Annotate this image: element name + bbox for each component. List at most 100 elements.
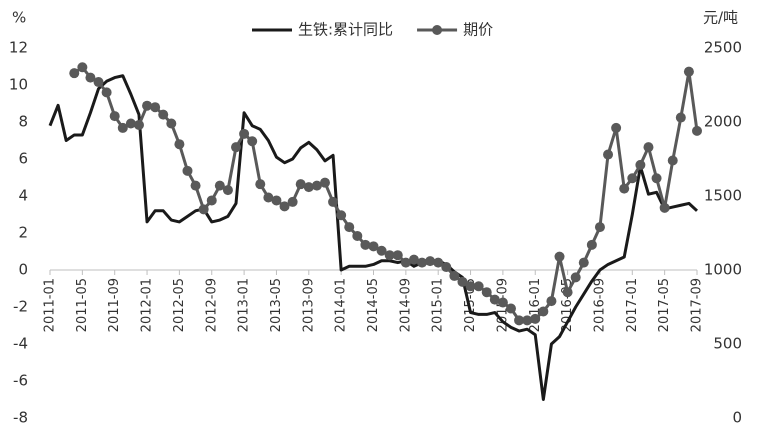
x-tick-label: 2014-05 [366,278,381,332]
x-tick-label: 2011-09 [107,278,122,332]
point [473,281,484,292]
y2-tick-label: 500 [713,335,742,353]
point [692,125,702,136]
point [93,77,104,88]
point [142,100,153,111]
point [109,111,120,122]
point [279,201,290,212]
legend-label: 生铁:累计同比 [298,21,393,39]
point [570,272,581,283]
point [425,256,436,267]
x-tick-label: 2015-01 [431,278,446,332]
legend-marker [432,25,443,35]
x-tick-label: 2013-01 [237,278,252,332]
point [376,245,387,256]
point [603,149,614,160]
y-tick-label: -2 [13,298,28,316]
y-tick-label: -6 [13,372,28,390]
point [497,297,508,308]
point [683,66,694,77]
point [214,180,225,191]
point [481,287,492,298]
point [77,62,88,73]
series-line [48,74,699,401]
point [222,185,233,196]
y2-tick-label: 2000 [704,113,742,131]
y-tick-label: 0 [18,261,28,279]
x-tick-label: 2012-05 [172,278,187,332]
y2-tick-label: 1000 [704,261,742,279]
legend-label: 期价 [463,21,493,39]
y2-tick-label: 2500 [704,39,742,57]
point [166,118,177,129]
x-tick-label: 2013-05 [269,278,284,332]
point [522,315,533,326]
point [505,303,516,314]
point [578,257,589,268]
y-tick-label: 8 [18,113,28,131]
point [263,192,274,203]
point [117,122,128,133]
point [206,195,217,206]
point [611,122,622,133]
x-tick-label: 2014-09 [398,278,413,332]
y2-tick-label: 0 [732,409,742,427]
point [586,239,597,250]
y-tick-label: 10 [9,76,28,94]
point [101,87,112,98]
point [190,180,201,191]
y-tick-label: 4 [18,187,28,205]
y-tick-label: -8 [13,409,28,427]
point [336,210,347,221]
y-axis-label: % [12,9,26,27]
point [198,204,209,215]
y-tick-label: -4 [13,335,28,353]
point [659,202,670,213]
point [433,257,444,268]
x-tick-label: 2012-09 [204,278,219,332]
point [133,119,144,130]
point [69,68,80,79]
x-tick-label: 2011-05 [75,278,90,332]
point [449,270,460,281]
x-tick-label: 2016-09 [592,278,607,332]
point [360,239,371,250]
point [554,251,565,262]
point [150,102,161,113]
point [352,230,363,241]
y2-axis-label: 元/吨 [703,9,738,27]
point [182,165,193,176]
point [400,257,411,268]
point [295,179,306,190]
point [457,276,468,287]
point [538,306,549,317]
x-tick-label: 2011-01 [43,278,58,332]
y-tick-label: 6 [18,150,28,168]
x-tick-label: 2017-01 [625,278,640,332]
point [417,257,428,268]
point [287,196,298,207]
x-tick-label: 2013-09 [301,278,316,332]
point [344,222,355,233]
point [239,128,250,139]
point [384,250,395,261]
x-tick-label: 2017-05 [657,278,672,332]
point [530,313,541,324]
point [303,182,314,193]
point [619,183,630,194]
point [546,296,557,307]
point [562,287,573,298]
point [635,159,646,170]
point [675,112,686,123]
x-tick-label: 2017-09 [690,278,705,332]
point [319,177,330,188]
point [594,222,605,233]
x-tick-label: 2014-01 [334,278,349,332]
x-tick-label: 2012-01 [140,278,155,332]
point [514,315,525,326]
point [247,136,258,147]
point [643,142,654,153]
point [174,139,185,150]
